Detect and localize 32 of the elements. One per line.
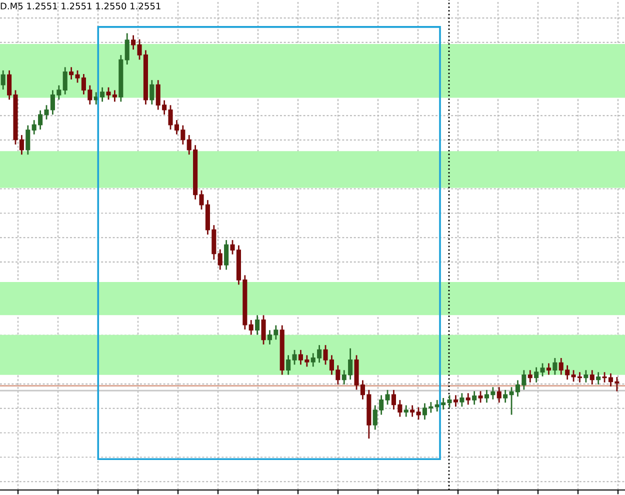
candlestick (124, 33, 130, 65)
candlestick (447, 395, 452, 408)
candlestick (248, 320, 254, 335)
candlestick (478, 391, 483, 403)
candlestick (590, 370, 594, 384)
candlestick (472, 391, 477, 405)
candlestick (0, 70, 6, 90)
candlestick (596, 372, 601, 384)
candlestick (552, 358, 558, 375)
candlestick (460, 393, 464, 407)
candlestick (528, 370, 532, 382)
candlestick (453, 395, 458, 407)
candlestick (540, 363, 545, 376)
candlestick (410, 405, 415, 417)
candlestick (62, 67, 68, 94)
text: D.M5 1.2551 1.2551 1.2550 1.2551 (0, 2, 160, 10)
candlestick (26, 125, 30, 155)
candlestick (534, 367, 539, 382)
candlestick (441, 398, 446, 410)
candlestick (150, 80, 154, 105)
candlestick (255, 315, 260, 335)
candlestick (261, 315, 266, 344)
candlestick (100, 87, 105, 102)
candlestick (224, 240, 229, 270)
candlestick (546, 363, 552, 375)
candlestick (496, 387, 502, 403)
candlestick (218, 249, 222, 270)
candlestick (503, 390, 508, 403)
candlestick (584, 370, 588, 382)
candlestick (404, 405, 408, 417)
candlestick (466, 393, 470, 405)
candlestick (416, 407, 421, 420)
